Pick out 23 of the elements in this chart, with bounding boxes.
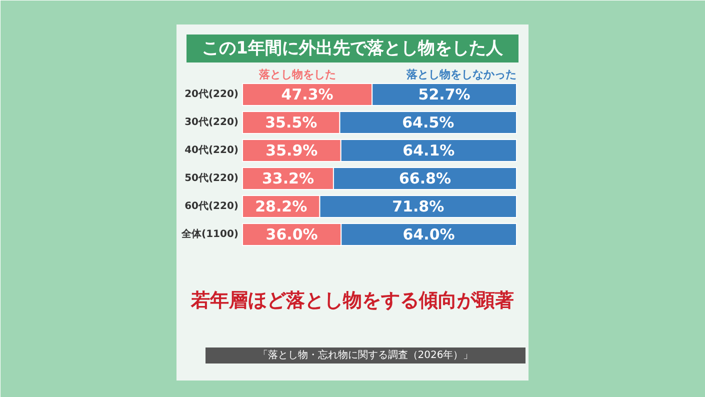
data-label: 52.7% xyxy=(418,86,470,104)
data-label: 28.2% xyxy=(255,198,308,216)
y-tick-label: 60代(220) xyxy=(184,200,239,212)
series-label: 落とし物をした xyxy=(258,68,336,81)
y-tick-label: 40代(220) xyxy=(184,144,239,156)
data-label: 64.1% xyxy=(402,142,455,160)
y-tick-label: 50代(220) xyxy=(184,172,239,184)
y-tick-label: 30代(220) xyxy=(184,116,239,128)
text: 「落とし物・忘れ物に関する調査（2026年）」 xyxy=(258,349,474,361)
data-label: 64.5% xyxy=(402,114,454,132)
data-label: 66.8% xyxy=(398,170,452,188)
data-label: 47.3% xyxy=(281,86,334,104)
data-label: 35.9% xyxy=(266,142,318,160)
series-label: 落とし物をしなかった xyxy=(406,68,517,81)
data-label: 35.5% xyxy=(265,114,318,132)
y-tick-label: 全体(1100) xyxy=(180,228,239,240)
chart-title: この1年間に外出先で落とし物をした人 xyxy=(202,38,504,58)
data-label: 71.8% xyxy=(392,198,444,216)
y-tick-label: 20代(220) xyxy=(184,88,239,100)
data-label: 33.2% xyxy=(262,170,314,188)
data-label: 36.0% xyxy=(266,226,318,244)
data-label: 64.0% xyxy=(402,226,455,244)
text: 若年層ほど落とし物をする傾向が顕著 xyxy=(190,290,514,312)
